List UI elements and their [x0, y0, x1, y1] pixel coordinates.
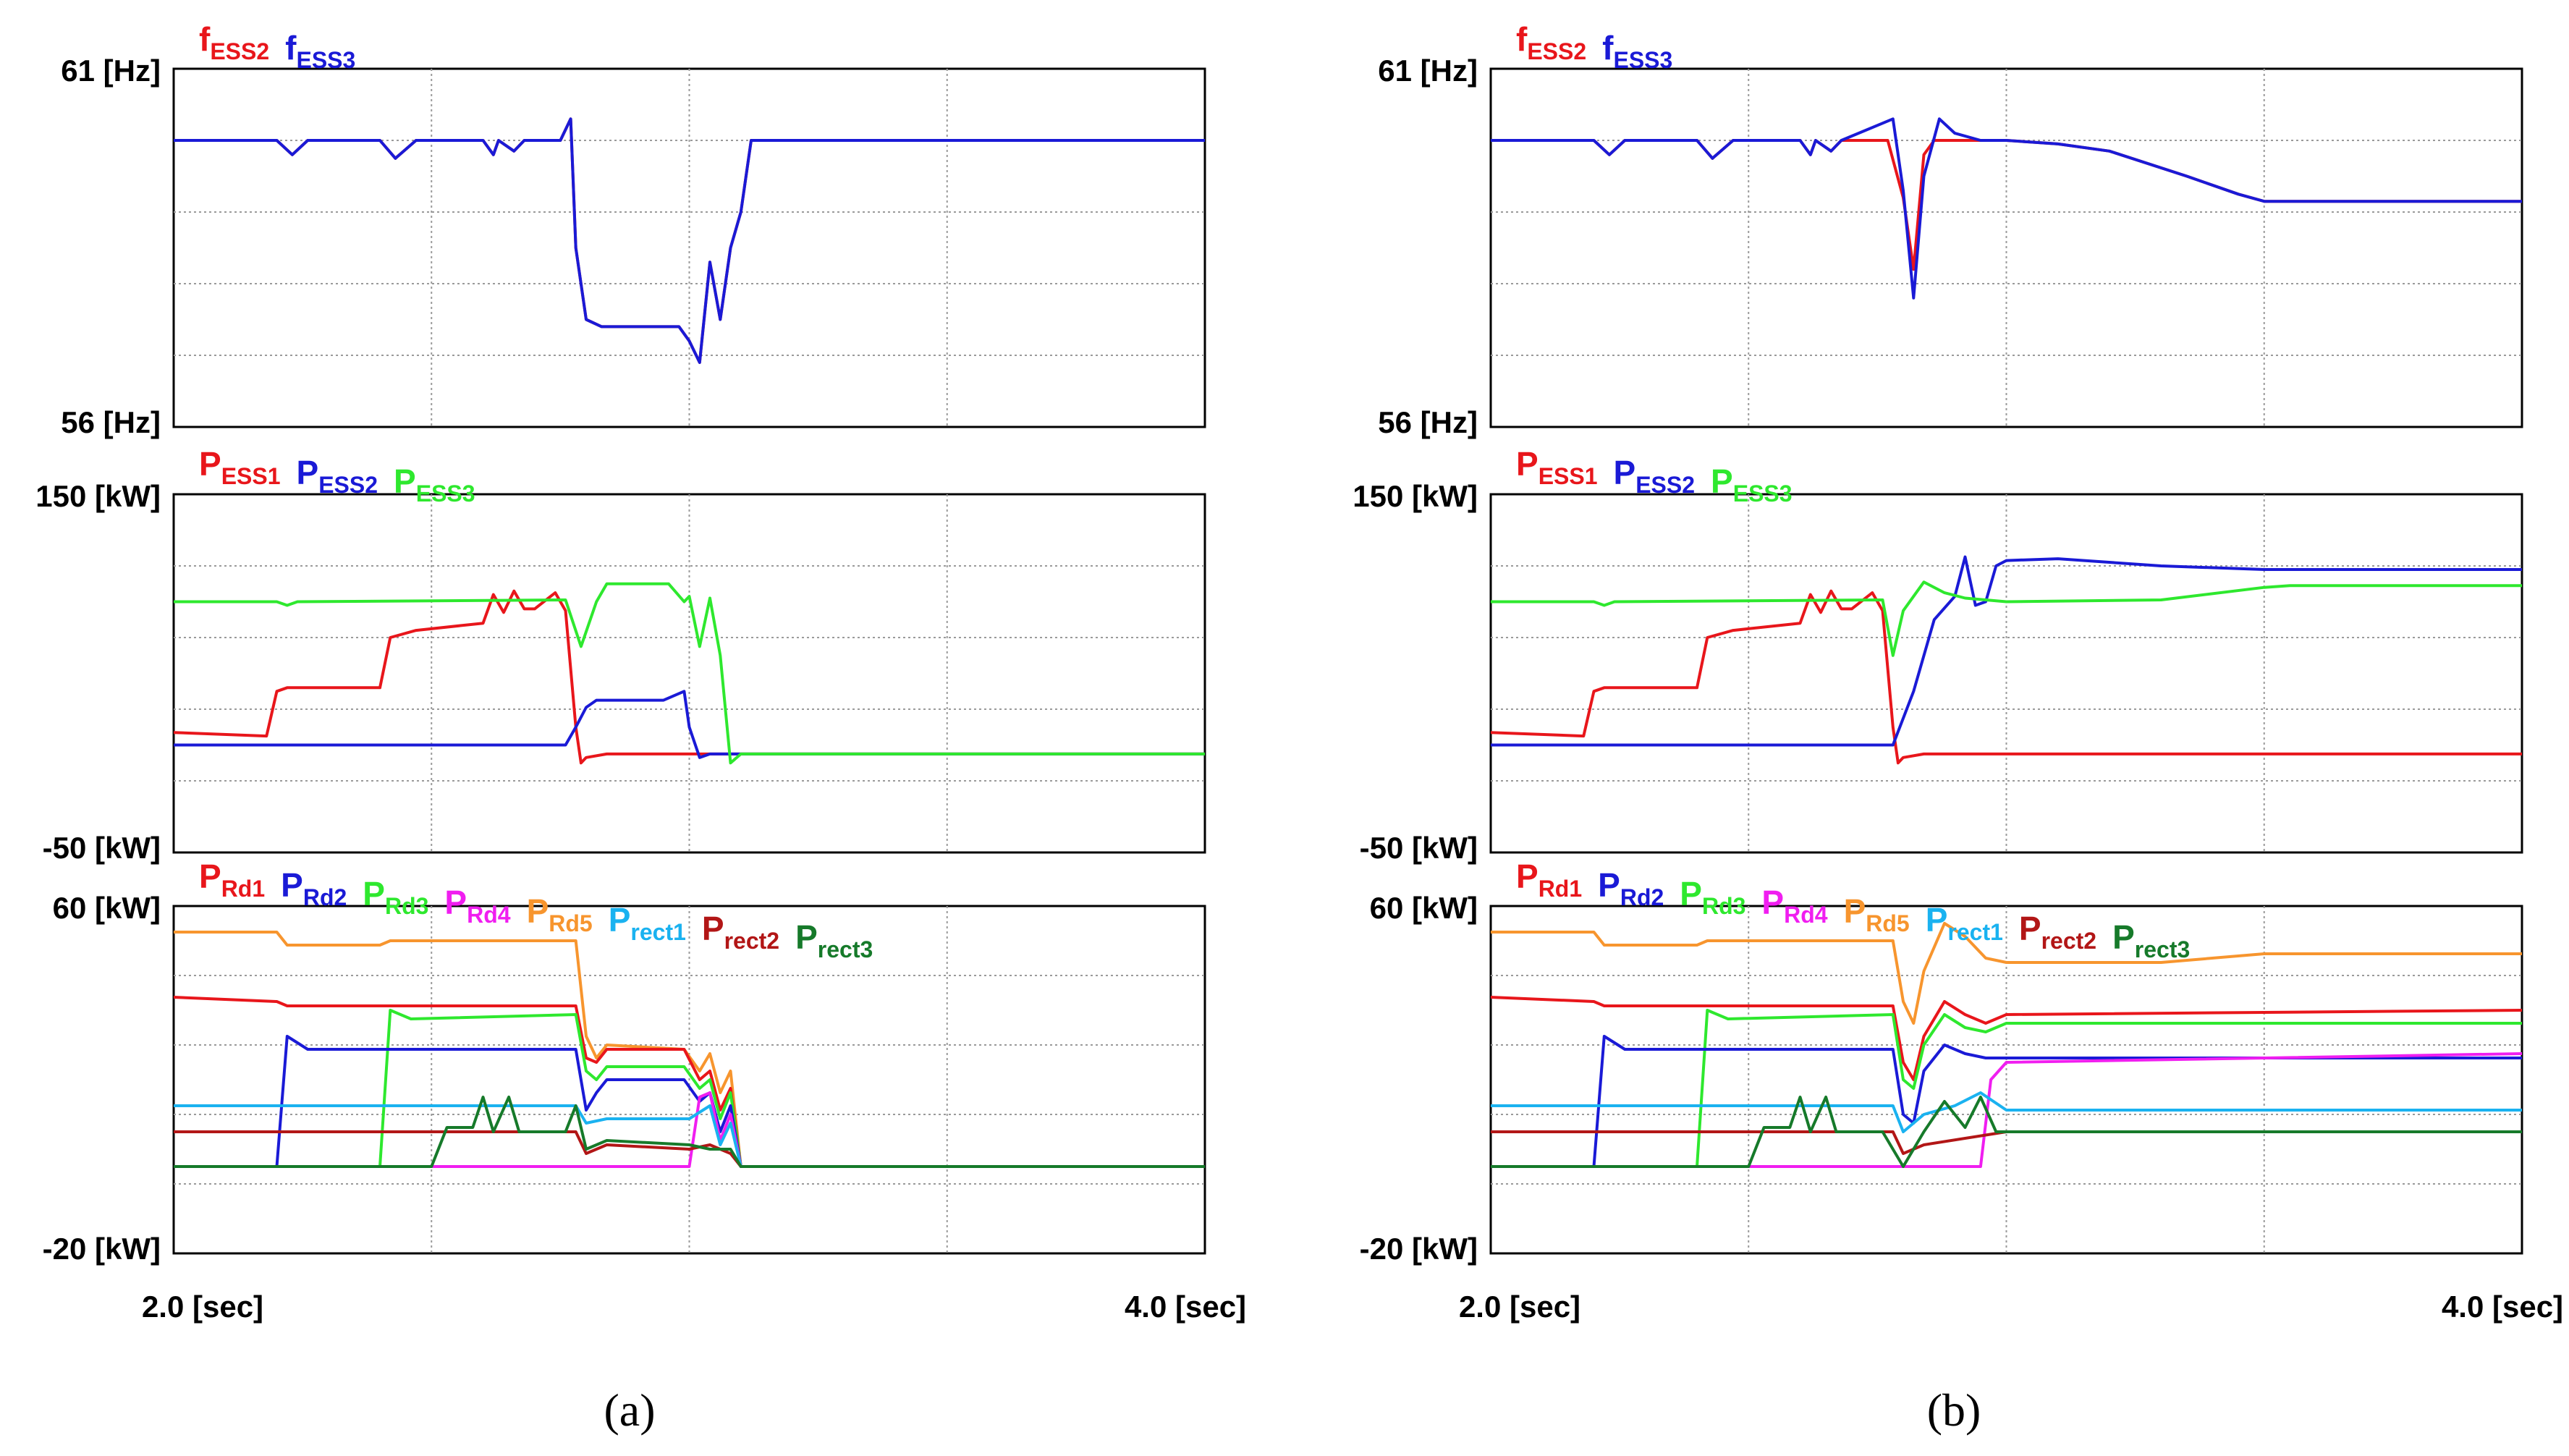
legend-b-freq: fESS2 fESS3 — [1516, 20, 1672, 73]
series-a-load-power-PRd5 — [174, 931, 1205, 1168]
ytick-b-freq-max: 61 [Hz] — [1378, 54, 1478, 88]
grid-a — [174, 69, 1205, 1253]
ytick-a-freq-min: 56 [Hz] — [61, 405, 161, 439]
legend-entry-a-PRd1: P — [199, 858, 221, 895]
legends: fESS2 fESS3 PESS1 PESS2 PESS3 PRd1 PRd2 PRd3 PRd… — [199, 20, 2190, 962]
ytick-a-freq-max: 61 [Hz] — [61, 54, 161, 88]
ytick-b-load-min: -20 [kW] — [1360, 1232, 1478, 1266]
legend-entry-b-PRd2: P — [1598, 866, 1620, 904]
legend-entry-a-PRd2: P — [281, 866, 303, 904]
grid-b — [1491, 69, 2522, 1253]
legend-entry-b-Prect2: P — [2019, 910, 2041, 947]
panel-label-b: (b) — [1927, 1384, 1981, 1436]
series-a-freq-fESS3 — [174, 117, 1205, 364]
xtick-a-end: 4.0 [sec] — [1125, 1290, 1246, 1324]
series-a-load-power-PRd1 — [174, 996, 1205, 1168]
legend-entry-b-PESS1: P — [1516, 445, 1539, 483]
legend-entry-a-PRd3: P — [363, 875, 385, 913]
ytick-b-freq-min: 56 [Hz] — [1378, 405, 1478, 439]
series-b-ess-power-PESS3 — [1491, 580, 2522, 657]
series-b-load-power-PRd3 — [1491, 1009, 2522, 1168]
legend-entry-b-PRd4: P — [1761, 884, 1784, 921]
series-a-ess-power-PESS3 — [174, 582, 1205, 765]
legend-a-freq: fESS2 fESS3 — [199, 20, 355, 73]
legend-entry-a-PRd4: P — [444, 884, 467, 921]
ytick-a-load-min: -20 [kW] — [43, 1232, 161, 1266]
legend-entry-b-Prect1: P — [1926, 901, 1948, 939]
legend-b-ess-power: PESS1 PESS2 PESS3 — [1516, 445, 1793, 507]
legend-entry-a-PRd5: P — [527, 892, 549, 930]
traces-b — [1491, 117, 2522, 1168]
xtick-b-start: 2.0 [sec] — [1459, 1290, 1580, 1324]
panel-b: 61 [Hz] 56 [Hz] 150 [kW] -50 [kW] 60 [kW… — [1353, 54, 2563, 1436]
legend-a-load-power: PRd1 PRd2 PRd3 PRd4 PRd5 Prect1 Prect2 Prect3 — [199, 858, 873, 962]
ytick-a-ess-min: -50 [kW] — [43, 831, 161, 865]
legend-entry-b-fESS2: f — [1516, 20, 1528, 58]
series-a-ess-power-PESS2 — [174, 690, 1205, 759]
legend-entry-b-PRd5: P — [1844, 892, 1866, 930]
legend-entry-a-fESS2: f — [199, 20, 211, 58]
ytick-b-load-max: 60 [kW] — [1370, 891, 1478, 925]
panel-a: 61 [Hz] 56 [Hz] 150 [kW] -50 [kW] 60 [kW… — [35, 54, 1246, 1436]
ytick-a-load-max: 60 [kW] — [53, 891, 161, 925]
series-b-load-power-PRd5 — [1491, 922, 2522, 1025]
series-a-load-power-PRd2 — [174, 1035, 1205, 1168]
ytick-b-ess-min: -50 [kW] — [1360, 831, 1478, 865]
legend-entry-a-PESS2: P — [297, 454, 319, 491]
legend-entry-b-PESS2: P — [1614, 454, 1636, 491]
series-b-load-power-Prect3 — [1491, 1096, 2522, 1168]
legend-a-ess-power: PESS1 PESS2 PESS3 — [199, 445, 475, 507]
legend-entry-a-fESS3: f — [285, 29, 297, 67]
series-a-load-power-PRd3 — [174, 1009, 1205, 1168]
legend-entry-b-fESS3: f — [1602, 29, 1614, 67]
series-a-load-power-Prect3 — [174, 1096, 1205, 1168]
legend-entry-b-Prect3: P — [2112, 918, 2135, 956]
series-b-ess-power-PESS2 — [1491, 555, 2522, 747]
legend-entry-a-PESS3: P — [394, 462, 416, 500]
legend-entry-b-PRd1: P — [1516, 858, 1539, 895]
ytick-a-ess-max: 150 [kW] — [35, 479, 161, 513]
legend-entry-b-PRd3: P — [1680, 875, 1702, 913]
xtick-a-start: 2.0 [sec] — [142, 1290, 263, 1324]
legend-entry-a-PESS1: P — [199, 445, 221, 483]
legend-entry-a-Prect2: P — [702, 910, 724, 947]
series-b-load-power-PRd2 — [1491, 1035, 2522, 1168]
ytick-b-ess-max: 150 [kW] — [1353, 479, 1478, 513]
legend-b-load-power: PRd1 PRd2 PRd3 PRd4 PRd5 Prect1 Prect2 Prect3 — [1516, 858, 2190, 962]
legend-entry-b-PESS3: P — [1711, 462, 1733, 500]
legend-entry-a-Prect3: P — [795, 918, 818, 956]
series-b-freq-fESS3 — [1491, 117, 2522, 300]
panel-label-a: (a) — [604, 1384, 655, 1436]
traces-a — [174, 117, 1205, 1168]
legend-entry-a-Prect1: P — [609, 901, 631, 939]
series-a-load-power-Prect1 — [174, 1104, 1205, 1168]
series-b-load-power-PRd1 — [1491, 996, 2522, 1081]
xtick-b-end: 4.0 [sec] — [2442, 1290, 2563, 1324]
